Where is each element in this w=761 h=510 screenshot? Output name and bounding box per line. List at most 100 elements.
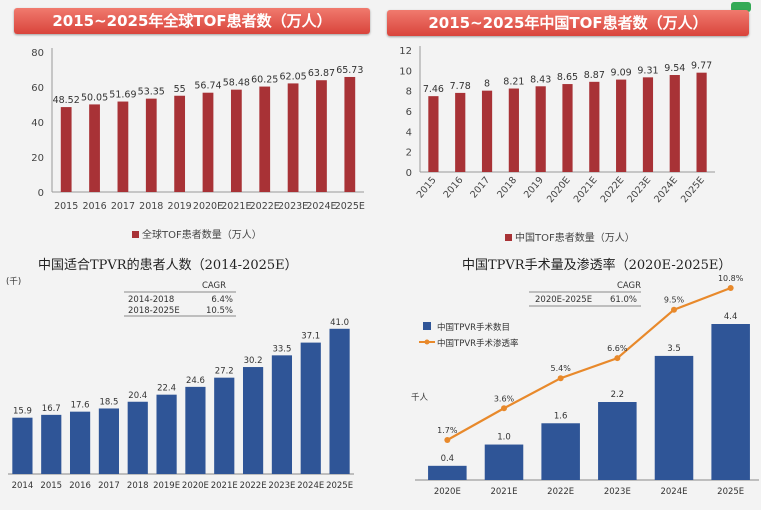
data-label: 18.5 — [99, 397, 118, 407]
x-tick-label: 2017 — [98, 481, 120, 491]
tpvr-surgery-chart: 千人 CAGR 2020E-2025E 61.0% 中国TPVR手术数目中国TPVR手术… — [411, 274, 759, 497]
bar — [428, 465, 467, 480]
bar — [344, 76, 356, 192]
legend-label: 中国TOF患者数量（万人） — [515, 231, 635, 244]
data-label: 8.21 — [503, 77, 524, 88]
y-tick-label: 12 — [399, 46, 412, 57]
bar — [242, 367, 264, 474]
legend-label: 中国TPVR手术数目 — [437, 322, 510, 333]
data-label: 22.4 — [157, 384, 176, 394]
y-tick-label: 2 — [406, 148, 412, 159]
y-tick-label: 4 — [406, 127, 412, 138]
data-label: 9.09 — [611, 68, 632, 79]
cagr-header: CAGR — [617, 281, 641, 291]
x-tick-label: 2025E — [679, 175, 707, 205]
bar — [98, 408, 120, 474]
bar — [711, 324, 750, 480]
x-tick-label: 2021E — [211, 481, 238, 491]
bar — [598, 402, 637, 480]
x-tick-label: 2021E — [572, 175, 600, 205]
bar — [455, 92, 466, 172]
corner-badge — [731, 2, 751, 12]
data-label: 48.52 — [53, 95, 80, 106]
bar — [484, 444, 524, 480]
data-label: 55 — [174, 84, 186, 95]
tpvr-patients-title: 中国适合TPVR的患者人数（2014-2025E） — [38, 258, 298, 273]
x-tick-label: 2024E — [297, 481, 324, 491]
bar — [669, 75, 680, 172]
y-tick-label: 0 — [406, 168, 412, 179]
x-tick-label: 2023E — [604, 487, 631, 497]
tpvr-surgery-title: 中国TPVR手术量及渗透率（2020E-2025E） — [462, 258, 732, 273]
china-tof-panel: 2015~2025年中国TOF患者数（万人） 0 2 4 6 8 10 12 7.46 2015… — [385, 2, 755, 251]
line-point — [557, 375, 564, 382]
data-label: 8.65 — [557, 72, 578, 83]
global-tof-panel: 2015~2025年全球TOF患者数（万人） 0 20 40 60 80 48.52 201… — [14, 6, 370, 251]
x-tick-label: 2020E — [182, 481, 209, 491]
line-data-label: 10.8% — [718, 274, 744, 283]
data-label: 9.31 — [637, 65, 658, 76]
line-point — [727, 285, 734, 291]
bar — [117, 101, 129, 192]
bar — [145, 98, 157, 192]
bar — [12, 417, 33, 474]
bar — [127, 401, 148, 474]
line-data-label: 6.6% — [607, 344, 628, 353]
data-label: 1.0 — [497, 433, 511, 443]
global-tof-title: 2015~2025年全球TOF患者数（万人） — [14, 8, 370, 34]
line-point — [501, 405, 507, 412]
x-tick-label: 2025E — [717, 487, 744, 497]
bar — [316, 80, 327, 192]
data-label: 62.05 — [279, 71, 306, 82]
x-tick-label: 2017 — [468, 175, 492, 201]
data-label: 30.2 — [244, 356, 263, 366]
data-label: 56.74 — [194, 81, 221, 92]
bar — [329, 328, 350, 474]
bar — [535, 86, 546, 172]
bar — [41, 414, 62, 474]
x-tick-label: 2022E — [240, 481, 267, 491]
x-tick-label: 2015 — [54, 201, 78, 212]
data-label: 60.25 — [251, 75, 278, 86]
bar — [259, 86, 271, 192]
bar — [60, 107, 72, 192]
x-tick-label: 2016 — [69, 481, 91, 491]
y-tick-label: 20 — [31, 153, 44, 164]
x-tick-label: 2024E — [306, 201, 336, 212]
x-tick-label: 2022E — [599, 175, 627, 205]
data-label: 24.6 — [186, 376, 205, 386]
bar — [654, 355, 694, 480]
penetration-line — [446, 286, 732, 441]
data-label: 37.1 — [301, 332, 320, 342]
x-tick-label: 2023E — [278, 201, 308, 212]
tpvr-patients-chart: (千) CAGR 2014-2018 6.4% 2018-2025E 10.5% 15.9 2… — [6, 276, 354, 491]
data-label: 0.4 — [441, 454, 455, 464]
data-label: 16.7 — [42, 404, 61, 414]
x-tick-label: 2020E — [545, 175, 573, 205]
bar — [214, 377, 235, 474]
data-label: 4.4 — [724, 312, 738, 322]
y-tick-label: 10 — [399, 66, 412, 77]
data-label: 8.43 — [530, 74, 551, 85]
bar — [69, 411, 91, 474]
x-tick-label: 2024E — [660, 487, 687, 497]
data-label: 50.05 — [81, 92, 108, 103]
legend-swatch — [423, 322, 431, 330]
bar — [300, 342, 321, 474]
x-tick-label: 2020E — [193, 201, 223, 212]
line-data-label: 5.4% — [551, 364, 572, 373]
data-label: 15.9 — [13, 407, 32, 417]
x-tick-label: 2015 — [415, 175, 439, 201]
legend-marker — [424, 339, 430, 345]
x-tick-label: 2018 — [139, 201, 163, 212]
line-point — [671, 306, 677, 313]
data-label: 41.0 — [330, 318, 349, 328]
y-tick-label: 0 — [38, 188, 44, 199]
x-tick-label: 2016 — [442, 175, 466, 201]
x-tick-label: 2015 — [40, 481, 62, 491]
data-label: 9.54 — [664, 63, 685, 74]
y-tick-label: 80 — [31, 48, 44, 59]
bar — [287, 83, 299, 192]
data-label: 65.73 — [336, 65, 363, 76]
legend-swatch — [132, 231, 139, 238]
